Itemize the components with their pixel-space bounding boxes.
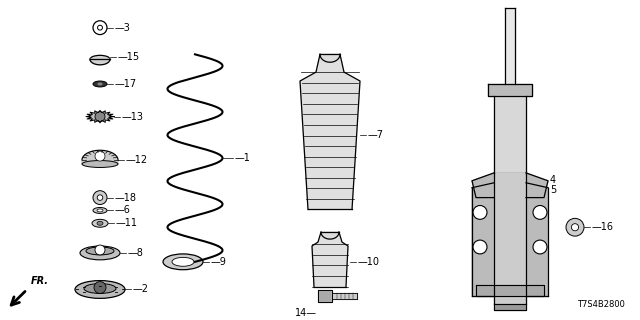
Polygon shape bbox=[332, 293, 357, 300]
Text: —15: —15 bbox=[118, 52, 140, 62]
Polygon shape bbox=[318, 291, 332, 302]
Polygon shape bbox=[526, 183, 548, 296]
Text: —6: —6 bbox=[115, 205, 131, 215]
Circle shape bbox=[572, 224, 579, 231]
Text: —8: —8 bbox=[128, 248, 144, 258]
Polygon shape bbox=[312, 232, 348, 286]
Text: —10: —10 bbox=[358, 257, 380, 267]
Text: —2: —2 bbox=[133, 284, 149, 294]
Polygon shape bbox=[505, 8, 515, 84]
Ellipse shape bbox=[172, 257, 194, 266]
Polygon shape bbox=[488, 84, 532, 96]
Text: —13: —13 bbox=[122, 112, 144, 122]
Text: —18: —18 bbox=[115, 193, 137, 203]
Circle shape bbox=[533, 240, 547, 254]
Text: —1: —1 bbox=[235, 153, 251, 163]
Circle shape bbox=[95, 151, 105, 161]
Circle shape bbox=[97, 195, 103, 200]
Circle shape bbox=[533, 205, 547, 219]
Circle shape bbox=[95, 112, 105, 122]
Text: —11: —11 bbox=[116, 218, 138, 228]
Ellipse shape bbox=[90, 55, 110, 63]
Polygon shape bbox=[476, 284, 544, 296]
Circle shape bbox=[95, 245, 105, 255]
Circle shape bbox=[473, 205, 487, 219]
Polygon shape bbox=[320, 54, 340, 62]
Polygon shape bbox=[82, 150, 118, 164]
Ellipse shape bbox=[93, 81, 107, 87]
Ellipse shape bbox=[86, 247, 114, 255]
Text: —3: —3 bbox=[115, 23, 131, 33]
Ellipse shape bbox=[84, 284, 116, 293]
Polygon shape bbox=[494, 173, 526, 304]
Ellipse shape bbox=[97, 221, 103, 225]
Ellipse shape bbox=[97, 209, 103, 212]
Ellipse shape bbox=[82, 161, 118, 167]
Polygon shape bbox=[90, 59, 110, 65]
Text: —7: —7 bbox=[368, 130, 384, 140]
Ellipse shape bbox=[75, 281, 125, 298]
Polygon shape bbox=[321, 232, 339, 239]
Ellipse shape bbox=[93, 207, 107, 213]
Text: FR.: FR. bbox=[31, 276, 49, 285]
Circle shape bbox=[566, 218, 584, 236]
Ellipse shape bbox=[97, 83, 102, 85]
Polygon shape bbox=[472, 173, 548, 197]
Ellipse shape bbox=[163, 254, 203, 270]
Text: —16: —16 bbox=[592, 222, 614, 232]
Polygon shape bbox=[494, 96, 526, 173]
Circle shape bbox=[473, 240, 487, 254]
Text: 4: 4 bbox=[550, 175, 556, 185]
Polygon shape bbox=[472, 183, 494, 296]
Text: T7S4B2800: T7S4B2800 bbox=[577, 300, 625, 309]
Polygon shape bbox=[494, 304, 526, 310]
Text: 14—: 14— bbox=[295, 308, 317, 318]
Text: —17: —17 bbox=[115, 79, 137, 89]
Circle shape bbox=[94, 282, 106, 293]
Circle shape bbox=[93, 191, 107, 204]
Text: —12: —12 bbox=[126, 155, 148, 165]
Text: 5: 5 bbox=[550, 185, 556, 195]
Polygon shape bbox=[300, 54, 360, 210]
Polygon shape bbox=[86, 110, 114, 123]
Ellipse shape bbox=[80, 246, 120, 260]
Text: —9: —9 bbox=[211, 257, 227, 267]
Ellipse shape bbox=[92, 219, 108, 227]
